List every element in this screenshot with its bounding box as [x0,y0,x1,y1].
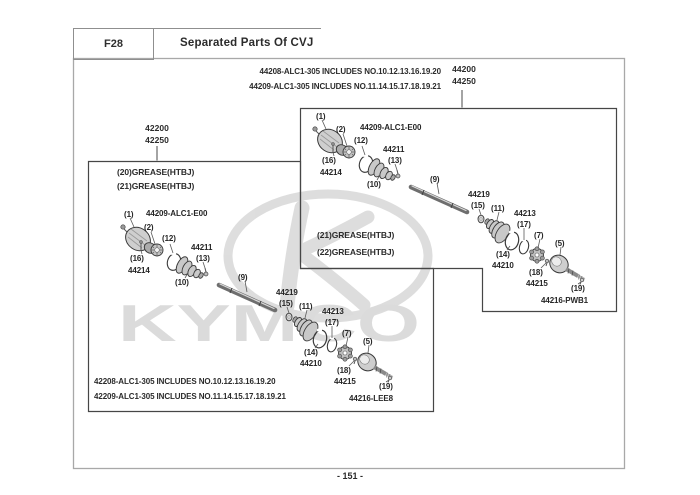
include-note: 44208-ALC1-305 INCLUDES NO.10.12.13.16.1… [259,67,442,76]
grease-note: (21)GREASE(HTBJ) [317,230,395,240]
left-assembly-numbers: 42200 42250 [132,122,182,146]
part-label: 44216-PWB1 [541,296,589,305]
part-label: (1) [124,210,134,219]
part-label: (15) [471,201,485,210]
part-label: (9) [430,175,440,184]
assembly-number: 42250 [145,135,169,145]
part-label: 44215 [334,377,356,386]
part-label: (19) [379,382,393,391]
bottom-include-notes: 42208-ALC1-305 INCLUDES NO.10.12.13.16.1… [94,374,286,404]
part-label: (18) [529,268,543,277]
part-label: (14) [304,348,318,357]
part-label: (5) [363,337,373,346]
grease-note: (21)GREASE(HTBJ) [117,181,195,191]
part-label: (10) [175,278,189,287]
part-label: (7) [342,329,352,338]
right-assembly-numbers: 44200 44250 [447,63,481,87]
page-number: - 151 - [336,471,363,481]
part-label: 44210 [492,261,514,270]
part-label: 44214 [320,168,342,177]
header-top-rule [73,28,321,29]
part-label: (7) [534,231,544,240]
part-label: 44211 [191,243,213,252]
assembly-number: 44200 [452,64,476,74]
part-label: (17) [517,220,531,229]
part-label: (14) [496,250,510,259]
grease-note: (22)GREASE(HTBJ) [317,247,395,257]
part-label: (19) [571,284,585,293]
assembly-number: 44250 [452,76,476,86]
part-label: (16) [130,254,144,263]
part-label: (2) [336,125,346,134]
part-label: (18) [337,366,351,375]
part-label: 44215 [526,279,548,288]
kymco-watermark: KYMCO [118,189,433,353]
include-note: 44209-ALC1-305 INCLUDES NO.11.14.15.17.1… [249,82,441,91]
part-label: 44209-ALC1-E00 [146,209,208,218]
page-title: Separated Parts Of CVJ [180,37,314,49]
part-label: (1) [316,112,326,121]
figure-code-box: F28 [73,28,154,60]
part-label: (11) [491,204,505,213]
part-label: 44214 [128,266,150,275]
page-frame [72,57,626,470]
top-include-notes: 44208-ALC1-305 INCLUDES NO.10.12.13.16.1… [215,64,441,94]
part-label: (2) [144,223,154,232]
part-label: (12) [162,234,176,243]
part-label: 44216-LEE8 [349,394,393,403]
include-note: 42208-ALC1-305 INCLUDES NO.10.12.13.16.1… [94,377,276,386]
grease-note: (20)GREASE(HTBJ) [117,167,195,177]
watermark-text: KYMCO [118,295,420,353]
part-label: (9) [238,273,248,282]
part-label: (16) [322,156,336,165]
figure-code: F28 [104,38,123,50]
part-label: 44210 [300,359,322,368]
part-label: (5) [555,239,565,248]
part-label: 44219 [468,190,490,199]
part-label: (15) [279,299,293,308]
part-label: 44213 [514,209,536,218]
part-label: (17) [325,318,339,327]
part-label: 44211 [383,145,405,154]
part-label: (13) [196,254,210,263]
part-label: 44209-ALC1-E00 [360,123,422,132]
part-label: 44219 [276,288,298,297]
part-label: 44213 [322,307,344,316]
part-label: (12) [354,136,368,145]
left-assembly-box [87,160,435,413]
assembly-number: 42200 [145,123,169,133]
part-label: (11) [299,302,313,311]
include-note: 42209-ALC1-305 INCLUDES NO.11.14.15.17.1… [94,392,286,401]
part-label: (13) [388,156,402,165]
part-label: (10) [367,180,381,189]
right-assembly-box [299,107,618,313]
